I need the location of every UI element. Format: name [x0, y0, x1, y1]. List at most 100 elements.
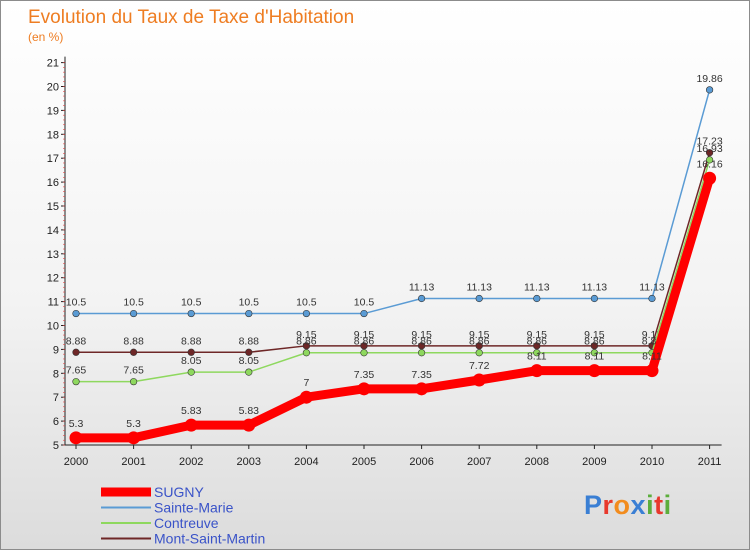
data-point: [533, 294, 541, 303]
data-point: [302, 342, 311, 350]
data-label: 7.65: [66, 365, 87, 377]
data-label: 10.5: [296, 297, 317, 309]
data-point: [187, 309, 195, 318]
data-label: 16.93: [696, 143, 722, 155]
series-line-mont-saint-martin: [75, 151, 711, 354]
series-line-sugny: [71, 173, 715, 443]
data-label: 7.35: [354, 369, 375, 381]
data-label: 8.88: [181, 335, 202, 347]
data-point: [127, 431, 141, 445]
data-label: 7: [303, 377, 309, 389]
x-tick-label: 2003: [237, 456, 261, 468]
data-label: 9.15: [354, 329, 375, 341]
data-label: 7.35: [411, 369, 432, 381]
data-point: [475, 349, 483, 357]
x-tick-label: 2005: [352, 456, 376, 468]
data-label: 16.16: [696, 158, 722, 170]
logo-letter: o: [613, 490, 631, 520]
data-label: 8.11: [527, 351, 547, 363]
x-tick-label: 2007: [467, 456, 491, 468]
data-point: [648, 294, 656, 303]
y-tick-label: 19: [47, 105, 59, 117]
data-point: [130, 309, 138, 318]
data-label: 11.13: [524, 281, 550, 293]
data-point: [587, 364, 601, 378]
data-point: [475, 342, 483, 350]
x-tick-label: 2000: [64, 456, 88, 468]
data-point: [360, 349, 368, 357]
data-label: 8.11: [585, 351, 605, 363]
data-point: [705, 86, 714, 94]
y-tick-label: 15: [47, 201, 59, 213]
legend-label: SUGNY: [154, 484, 204, 500]
data-point: [357, 382, 371, 396]
data-label: 8.86: [296, 336, 317, 348]
y-tick-label: 16: [47, 177, 59, 189]
data-label: 11.13: [582, 281, 608, 293]
data-point: [302, 309, 311, 318]
logo-letter: t: [654, 490, 664, 520]
data-label: 5.83: [239, 405, 260, 417]
y-tick-label: 10: [47, 321, 59, 333]
series-line-contreuve: [75, 159, 711, 383]
data-label: 9.15: [469, 329, 490, 341]
y-unit-label: (en %): [28, 30, 64, 44]
data-label: 5.3: [69, 418, 84, 430]
x-tick-label: 2009: [582, 456, 606, 468]
data-label: 10.5: [66, 297, 87, 309]
data-label: 8.88: [123, 335, 144, 347]
data-label: 5.83: [181, 405, 202, 417]
data-label: 9.15: [527, 329, 548, 341]
data-point: [187, 348, 195, 356]
data-point: [72, 348, 80, 356]
data-label: 8.88: [66, 335, 87, 347]
x-tick-label: 2006: [409, 456, 433, 468]
data-label: 8.86: [469, 336, 490, 348]
logo-letter: i: [646, 490, 655, 520]
y-tick-label: 6: [53, 416, 59, 428]
y-tick-label: 12: [47, 273, 59, 285]
data-label: 8.05: [181, 355, 202, 367]
data-point: [360, 342, 368, 350]
data-label: 8.11: [642, 351, 662, 363]
data-label: 8.88: [239, 335, 260, 347]
data-label: 17.23: [696, 136, 722, 148]
data-label: 5.3: [126, 418, 141, 430]
y-tick-label: 18: [47, 129, 59, 141]
legend-label: Contreuve: [154, 515, 219, 531]
legend-label: Mont-Saint-Martin: [154, 531, 265, 547]
y-tick-label: 21: [47, 58, 59, 70]
data-point: [360, 309, 368, 318]
data-label: 9.15: [584, 329, 605, 341]
data-label: 7.65: [123, 365, 144, 377]
logo-letter: i: [663, 490, 672, 520]
data-point: [72, 309, 80, 318]
logo-letter: P: [584, 490, 603, 520]
data-label: 9.15: [411, 329, 432, 341]
data-point: [590, 342, 599, 350]
data-label: 8.86: [354, 336, 375, 348]
data-point: [69, 431, 83, 445]
data-point: [418, 342, 426, 350]
data-point: [302, 349, 311, 357]
y-tick-label: 9: [53, 344, 59, 356]
data-point: [703, 171, 717, 185]
y-tick-label: 17: [47, 153, 59, 165]
series-line-sainte-marie: [75, 89, 711, 315]
y-tick-label: 8: [53, 368, 59, 380]
data-point: [245, 348, 253, 356]
logo-letter: r: [602, 490, 614, 520]
data-point: [184, 418, 198, 432]
data-label: 19.86: [696, 73, 722, 85]
data-label: 10.5: [354, 297, 375, 309]
data-label: 10.5: [123, 297, 144, 309]
data-point: [130, 378, 138, 386]
data-label: 11.13: [466, 281, 492, 293]
y-tick-label: 7: [53, 392, 59, 404]
data-point: [590, 294, 599, 303]
data-point: [418, 294, 426, 303]
data-label: 9.15: [296, 329, 317, 341]
data-point: [72, 378, 80, 386]
